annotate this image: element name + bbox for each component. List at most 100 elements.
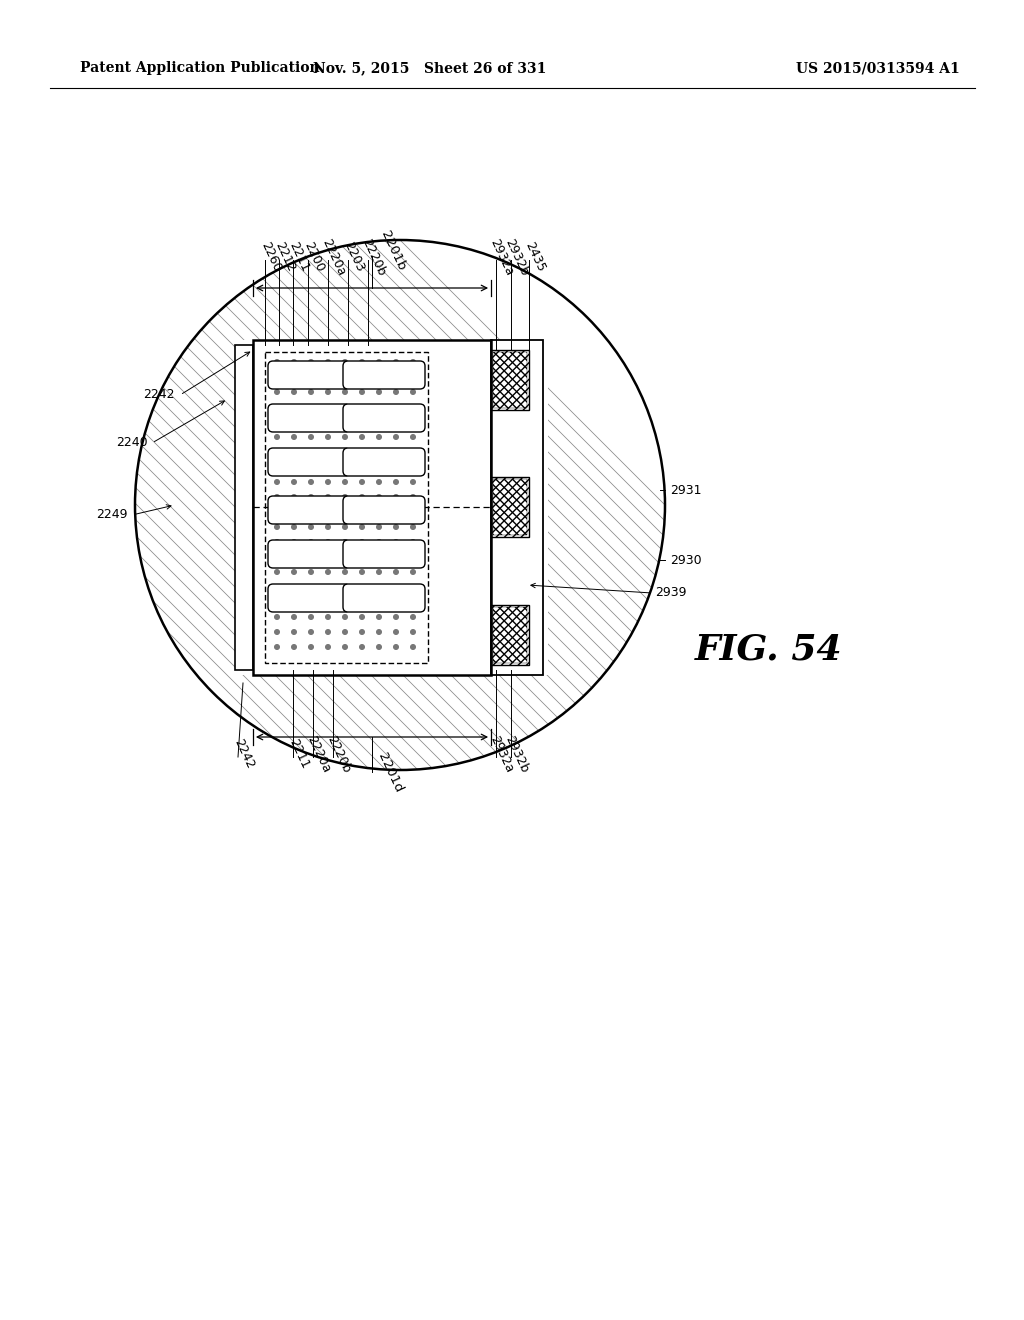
Circle shape <box>343 554 347 560</box>
Circle shape <box>393 630 398 635</box>
Circle shape <box>326 510 331 515</box>
Circle shape <box>292 540 296 544</box>
Circle shape <box>343 450 347 454</box>
Circle shape <box>343 375 347 379</box>
Text: 2240: 2240 <box>117 437 148 450</box>
Bar <box>493 352 527 408</box>
Circle shape <box>359 375 365 379</box>
Circle shape <box>274 450 280 454</box>
Bar <box>490 605 529 665</box>
Circle shape <box>393 540 398 544</box>
Circle shape <box>308 465 313 470</box>
Circle shape <box>274 630 280 635</box>
Bar <box>490 350 529 411</box>
Circle shape <box>308 554 313 560</box>
Circle shape <box>292 570 296 574</box>
FancyBboxPatch shape <box>343 404 425 432</box>
Circle shape <box>377 495 381 499</box>
Circle shape <box>359 405 365 409</box>
Circle shape <box>377 479 381 484</box>
Text: US 2015/0313594 A1: US 2015/0313594 A1 <box>797 61 961 75</box>
Circle shape <box>308 615 313 619</box>
Circle shape <box>393 599 398 605</box>
Circle shape <box>274 599 280 605</box>
Circle shape <box>377 434 381 440</box>
Circle shape <box>411 434 416 440</box>
Circle shape <box>411 495 416 499</box>
Text: Nov. 5, 2015   Sheet 26 of 331: Nov. 5, 2015 Sheet 26 of 331 <box>313 61 547 75</box>
Circle shape <box>292 465 296 470</box>
Text: 2242: 2242 <box>143 388 175 401</box>
Circle shape <box>411 405 416 409</box>
Circle shape <box>377 540 381 544</box>
Circle shape <box>308 599 313 605</box>
Bar <box>490 477 529 537</box>
Circle shape <box>292 644 296 649</box>
Circle shape <box>308 434 313 440</box>
Circle shape <box>292 479 296 484</box>
Circle shape <box>326 465 331 470</box>
Circle shape <box>274 644 280 649</box>
Circle shape <box>393 585 398 589</box>
Circle shape <box>274 585 280 589</box>
FancyBboxPatch shape <box>268 540 350 568</box>
Circle shape <box>343 644 347 649</box>
Circle shape <box>326 375 331 379</box>
Circle shape <box>393 405 398 409</box>
Text: 2211: 2211 <box>287 240 311 275</box>
Bar <box>265 352 428 663</box>
FancyBboxPatch shape <box>268 447 350 477</box>
Circle shape <box>359 570 365 574</box>
Circle shape <box>326 420 331 424</box>
FancyBboxPatch shape <box>343 447 425 477</box>
Circle shape <box>326 585 331 589</box>
Circle shape <box>411 570 416 574</box>
Bar <box>253 341 490 675</box>
Circle shape <box>359 540 365 544</box>
Circle shape <box>292 630 296 635</box>
Circle shape <box>135 240 665 770</box>
Circle shape <box>411 524 416 529</box>
Circle shape <box>326 405 331 409</box>
Circle shape <box>292 359 296 364</box>
Text: 2242: 2242 <box>231 738 256 771</box>
Circle shape <box>343 524 347 529</box>
Circle shape <box>359 434 365 440</box>
Circle shape <box>308 540 313 544</box>
Circle shape <box>308 524 313 529</box>
Circle shape <box>343 359 347 364</box>
Circle shape <box>393 570 398 574</box>
Circle shape <box>274 420 280 424</box>
Circle shape <box>393 375 398 379</box>
Circle shape <box>343 389 347 395</box>
Circle shape <box>343 510 347 515</box>
Circle shape <box>393 479 398 484</box>
Circle shape <box>411 540 416 544</box>
Circle shape <box>292 375 296 379</box>
FancyBboxPatch shape <box>343 540 425 568</box>
Circle shape <box>359 524 365 529</box>
Circle shape <box>359 615 365 619</box>
Circle shape <box>393 554 398 560</box>
Circle shape <box>343 420 347 424</box>
Circle shape <box>393 359 398 364</box>
Circle shape <box>411 375 416 379</box>
Circle shape <box>343 540 347 544</box>
Circle shape <box>359 554 365 560</box>
Circle shape <box>292 434 296 440</box>
Bar <box>493 479 527 535</box>
Bar <box>493 607 527 663</box>
Bar <box>490 341 548 675</box>
Text: 2939: 2939 <box>655 586 686 599</box>
Bar <box>253 341 490 675</box>
Circle shape <box>326 434 331 440</box>
FancyBboxPatch shape <box>343 496 425 524</box>
Circle shape <box>274 495 280 499</box>
Circle shape <box>411 554 416 560</box>
Text: 2932a: 2932a <box>487 236 516 277</box>
Text: 2212: 2212 <box>272 240 297 275</box>
Circle shape <box>377 450 381 454</box>
Circle shape <box>377 554 381 560</box>
Circle shape <box>377 405 381 409</box>
Circle shape <box>377 615 381 619</box>
